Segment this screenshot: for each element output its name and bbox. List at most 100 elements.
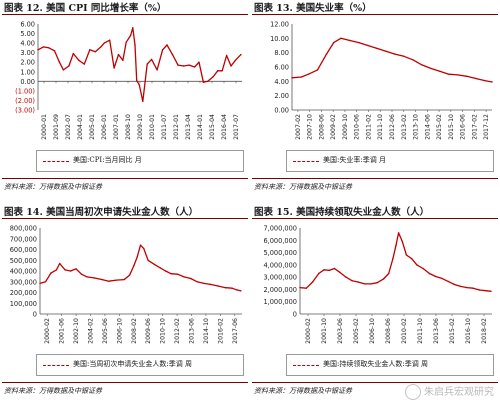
title-divider (252, 14, 498, 15)
x-tick-label: 2016-02 (217, 318, 224, 344)
data-point (376, 282, 378, 284)
chart-title: 图表 15. 美国持续领取失业金人数（人） (254, 207, 430, 218)
y-tick-label: 7,000,000 (263, 225, 297, 233)
x-tick-label: 2006-10 (116, 318, 123, 344)
y-tick-label: 6.00 (20, 21, 35, 29)
data-point (392, 258, 394, 260)
data-point (146, 63, 148, 65)
data-point (333, 41, 335, 44)
x-tick-label: 2009-06 (145, 318, 152, 344)
x-tick-label: 2000-02 (305, 318, 312, 344)
data-point (42, 46, 45, 48)
data-point (68, 65, 70, 67)
bottom-divider (252, 382, 498, 383)
chart-panel-continuing-claims: 图表 15. 美国持续领取失业金人数（人） 7,000,000 6,000,000… (252, 204, 498, 408)
data-point (439, 70, 441, 72)
data-point (159, 267, 161, 269)
data-point (190, 277, 192, 280)
data-point (475, 77, 477, 80)
x-tick-label: 2013-04 (185, 114, 192, 140)
x-tick-label: 2015-02 (436, 114, 443, 140)
data-point (183, 276, 185, 278)
data-point (457, 74, 459, 76)
data-point (182, 65, 185, 67)
data-point (234, 59, 237, 61)
x-tick-label: 2012-01 (173, 114, 180, 140)
data-point (460, 285, 462, 288)
data-point (416, 264, 418, 266)
data-point (411, 258, 413, 260)
data-point (161, 49, 164, 51)
data-point (113, 67, 115, 69)
data-point (80, 273, 83, 275)
data-point (117, 53, 120, 56)
x-tick-label: 2014-06 (424, 114, 431, 140)
x-tick-label: 2013-02 (401, 114, 408, 140)
data-point (466, 286, 468, 289)
data-point (171, 53, 174, 56)
data-point (421, 64, 423, 66)
data-point (333, 267, 336, 270)
x-tick-label: 2017-12 (483, 114, 490, 140)
x-tick-label: 2001-09 (53, 114, 60, 140)
x-tick-label: 2003-06 (337, 318, 344, 344)
x-tick-label: 2004-01 (77, 114, 84, 140)
series-line (299, 232, 492, 292)
x-tick-label: 2008-06 (385, 318, 392, 344)
wechat-logo-icon (405, 384, 421, 400)
data-point (300, 76, 303, 78)
x-tick-label: 2000-02 (44, 318, 51, 344)
data-point (156, 69, 158, 71)
data-point (376, 47, 378, 50)
legend-label: 美国:当周初次申请失业金人数:季调 周 (73, 360, 192, 368)
bottom-divider (2, 178, 248, 179)
y-tick-label: 3,000,000 (263, 274, 297, 282)
y-tick-label: 0 (293, 311, 297, 319)
y-tick-label: 0 (33, 311, 37, 319)
y-tick-label: 2.00 (274, 92, 289, 100)
data-point (325, 53, 328, 55)
bottom-divider (2, 382, 248, 383)
data-point (217, 70, 219, 72)
data-point (50, 272, 52, 274)
y-tick-label: 5.00 (20, 30, 35, 38)
y-tick-label: 12.00 (270, 21, 289, 29)
data-point (86, 276, 88, 278)
data-point (478, 289, 481, 291)
y-tick-label: 500,000 (10, 257, 37, 265)
x-tick-label: 2010-10 (160, 318, 167, 344)
data-point (166, 44, 168, 46)
y-tick-label: 100,000 (10, 300, 37, 308)
series-line (37, 27, 242, 103)
data-point (221, 70, 223, 72)
legend-label: 美国:持续领取失业金人数:季调 周 (323, 360, 428, 368)
data-point (123, 278, 125, 281)
plot-area: 800,000 700,000 600,000 500,000 400,000 300,0… (10, 225, 242, 344)
data-point (203, 282, 205, 285)
data-point (176, 273, 179, 275)
data-point (397, 232, 400, 234)
data-point (188, 64, 190, 66)
plot-area: 6.005.00 4.003.00 2.001.00 0.00(1.00) (2.00)… (15, 21, 242, 140)
data-point (405, 254, 408, 256)
source-note: 资料来源：万得数据及中银证券 (254, 183, 352, 191)
data-point (388, 272, 390, 275)
data-point (69, 270, 72, 272)
data-point (453, 283, 456, 286)
data-point (395, 244, 397, 246)
data-point (430, 67, 432, 70)
data-point (122, 59, 124, 61)
x-tick-label: 2004-02 (88, 318, 95, 344)
data-point (39, 282, 41, 285)
x-tick-label: 2008-10 (125, 114, 132, 140)
legend: 美国:失业率:季调 月 (286, 150, 494, 172)
y-tick-label: 5,000,000 (263, 249, 297, 257)
data-point (132, 27, 134, 29)
source-note: 资料来源：万得数据及中银证券 (254, 387, 352, 395)
data-point (212, 75, 214, 78)
chart-panel-initial-claims: 图表 14. 美国当周初次申请失业金人数（人） 800,000 700,000 60… (2, 204, 248, 408)
y-tick-label: 4,000,000 (263, 261, 297, 269)
x-tick-label: 2016-04 (221, 114, 228, 140)
y-tick-label: 4.00 (20, 40, 35, 48)
x-tick-label: 2005-02 (353, 318, 360, 344)
